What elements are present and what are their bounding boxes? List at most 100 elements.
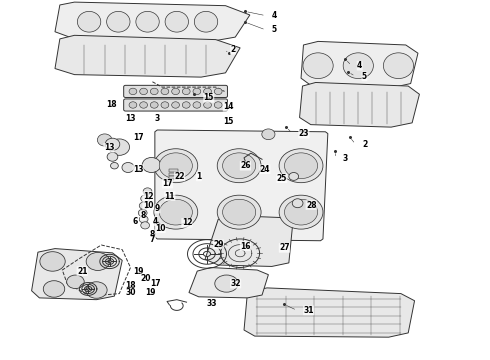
Ellipse shape [279,149,323,183]
Text: 7: 7 [150,235,155,244]
Text: 20: 20 [140,274,151,283]
Polygon shape [299,82,419,127]
Ellipse shape [107,12,130,32]
Polygon shape [301,41,418,88]
Polygon shape [244,288,415,337]
Text: 22: 22 [174,172,185,181]
Text: 23: 23 [298,129,309,138]
Ellipse shape [217,149,261,183]
Text: 19: 19 [145,288,156,297]
Ellipse shape [142,157,161,172]
Ellipse shape [182,88,190,95]
Ellipse shape [67,275,84,289]
Ellipse shape [109,139,129,156]
Ellipse shape [292,199,303,208]
Ellipse shape [182,102,190,108]
Text: 27: 27 [279,243,290,252]
Text: 18: 18 [106,100,117,109]
Ellipse shape [77,12,101,32]
Ellipse shape [107,152,118,161]
Text: 4: 4 [357,61,362,70]
Ellipse shape [159,199,193,225]
Text: 24: 24 [260,165,270,174]
Ellipse shape [105,138,120,150]
Text: 13: 13 [133,165,144,174]
Ellipse shape [214,102,222,108]
Text: 1: 1 [196,172,201,181]
Ellipse shape [262,129,275,140]
Ellipse shape [217,195,261,229]
Ellipse shape [285,153,318,179]
Ellipse shape [165,12,189,32]
Ellipse shape [40,252,65,271]
Text: 4: 4 [272,11,277,20]
Ellipse shape [98,134,112,146]
Ellipse shape [141,222,149,229]
Text: 25: 25 [277,174,287,183]
Ellipse shape [222,153,256,179]
Polygon shape [55,35,240,77]
Text: 5: 5 [362,72,367,81]
Text: 13: 13 [125,114,136,123]
Ellipse shape [122,162,134,172]
Text: 8: 8 [140,211,146,220]
Text: 5: 5 [272,26,277,35]
Text: 10: 10 [143,201,153,210]
Text: 17: 17 [150,279,161,288]
Text: 2: 2 [230,45,236,54]
Ellipse shape [143,188,152,195]
Ellipse shape [303,53,333,78]
Ellipse shape [141,195,149,202]
Ellipse shape [129,88,137,95]
Text: 19: 19 [133,267,144,276]
Ellipse shape [139,202,148,209]
Text: 11: 11 [165,192,175,201]
Ellipse shape [289,172,298,180]
Bar [170,169,178,172]
Ellipse shape [215,275,238,292]
FancyBboxPatch shape [123,99,227,111]
Ellipse shape [343,53,373,78]
Ellipse shape [383,53,414,78]
Ellipse shape [161,102,169,108]
Ellipse shape [111,162,118,169]
Text: 17: 17 [133,132,144,141]
Ellipse shape [285,199,318,225]
Ellipse shape [161,88,169,95]
Ellipse shape [204,102,212,108]
Polygon shape [155,130,328,241]
Text: 6: 6 [133,217,138,226]
Text: 10: 10 [155,224,165,233]
Text: 26: 26 [240,161,250,170]
Ellipse shape [150,102,158,108]
Ellipse shape [279,195,323,229]
Ellipse shape [140,102,147,108]
Bar [170,173,178,176]
Text: 33: 33 [206,299,217,308]
Text: 15: 15 [203,93,214,102]
Text: 31: 31 [303,306,314,315]
Text: 12: 12 [182,219,192,228]
Text: 16: 16 [240,242,250,251]
Text: 13: 13 [104,143,114,152]
Polygon shape [31,249,122,300]
Ellipse shape [86,282,107,298]
Ellipse shape [136,12,159,32]
Ellipse shape [86,252,110,270]
Text: 14: 14 [223,102,234,111]
Text: 18: 18 [125,281,136,290]
Polygon shape [205,216,293,266]
Text: 15: 15 [223,117,233,126]
Text: 32: 32 [230,279,241,288]
Ellipse shape [172,102,179,108]
Ellipse shape [222,199,256,225]
Bar [170,176,178,179]
Ellipse shape [159,153,193,179]
Ellipse shape [193,88,201,95]
Ellipse shape [43,281,65,297]
Ellipse shape [214,88,222,95]
FancyBboxPatch shape [123,85,227,98]
Text: 3: 3 [343,154,348,163]
Text: 12: 12 [143,192,153,201]
Ellipse shape [195,12,218,32]
